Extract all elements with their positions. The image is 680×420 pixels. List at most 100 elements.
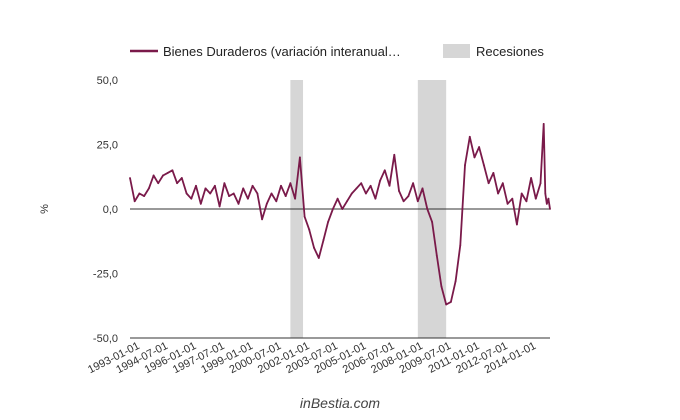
data-point <box>129 177 131 179</box>
data-point <box>407 195 410 198</box>
data-point <box>204 187 207 190</box>
data-point <box>138 192 141 195</box>
data-point <box>459 244 462 247</box>
data-point <box>143 195 146 198</box>
data-point <box>251 184 254 187</box>
data-point <box>313 246 315 249</box>
axes: 50,025,00,0-25,0-50,01993-01-011994-07-0… <box>86 75 550 376</box>
data-point <box>265 202 268 205</box>
legend-recession-swatch <box>443 44 470 58</box>
data-point <box>421 187 424 190</box>
data-point <box>473 156 476 159</box>
data-point <box>232 192 235 195</box>
data-point <box>195 184 197 187</box>
data-point <box>294 197 297 200</box>
data-point <box>542 122 545 125</box>
data-point <box>440 285 443 288</box>
data-point <box>369 184 372 187</box>
data-point <box>322 239 325 241</box>
data-point <box>327 221 330 223</box>
data-point <box>478 146 481 148</box>
data-point <box>364 192 367 195</box>
data-point <box>218 205 221 208</box>
data-point <box>242 187 245 190</box>
data-point <box>398 190 400 192</box>
data-point <box>346 200 348 203</box>
data-point <box>185 192 188 195</box>
data-point <box>209 192 212 195</box>
data-point <box>261 218 264 221</box>
data-point <box>133 200 136 203</box>
series-layer <box>129 122 551 306</box>
data-point <box>280 184 282 187</box>
data-point <box>482 164 485 167</box>
y-tick-label: -25,0 <box>93 269 118 281</box>
data-point <box>171 169 174 172</box>
data-point <box>435 254 438 257</box>
data-point <box>374 197 377 200</box>
data-point <box>516 223 518 226</box>
data-point <box>468 135 471 138</box>
data-point <box>388 184 391 187</box>
data-point <box>544 192 547 195</box>
data-point <box>525 200 528 203</box>
data-point <box>247 197 249 200</box>
data-point <box>416 200 419 203</box>
data-point <box>341 208 344 210</box>
y-tick-label: -50,0 <box>93 333 118 345</box>
data-point <box>520 192 523 195</box>
data-point <box>402 200 405 203</box>
data-point <box>497 192 499 195</box>
data-point <box>289 182 292 185</box>
data-point <box>228 195 230 198</box>
data-point <box>298 156 301 159</box>
data-point <box>152 174 155 177</box>
data-point <box>270 192 273 195</box>
data-point <box>360 182 363 185</box>
data-point <box>157 182 160 185</box>
data-point <box>454 280 457 283</box>
data-point <box>534 197 537 200</box>
data-point <box>350 192 353 195</box>
data-point <box>147 187 150 190</box>
data-point <box>547 197 550 200</box>
data-point <box>223 182 226 185</box>
y-axis-label: % <box>39 204 51 214</box>
data-point <box>180 177 183 179</box>
data-point <box>275 200 278 203</box>
data-point <box>331 208 334 210</box>
data-point <box>492 171 495 174</box>
legend-series-label: Bienes Duraderos (variación interanual… <box>163 44 401 59</box>
data-point <box>379 179 382 182</box>
data-point <box>501 182 504 185</box>
data-point <box>487 182 490 185</box>
data-point <box>317 257 320 259</box>
data-point <box>176 182 178 185</box>
y-tick-label: 50,0 <box>97 75 118 87</box>
data-point <box>545 202 548 205</box>
data-point <box>549 208 551 210</box>
data-point <box>303 215 306 218</box>
data-point <box>190 197 193 200</box>
data-point <box>506 202 509 205</box>
data-point <box>450 300 452 303</box>
y-tick-label: 25,0 <box>97 140 118 152</box>
y-tick-label: 0,0 <box>103 204 118 216</box>
data-point <box>530 177 533 179</box>
data-point <box>336 197 339 200</box>
data-point <box>464 164 466 167</box>
data-point <box>199 202 202 205</box>
data-point <box>237 202 240 205</box>
data-point <box>393 153 396 156</box>
data-point <box>511 197 514 200</box>
data-point <box>426 208 429 210</box>
legend-recession-label: Recesiones <box>476 44 544 59</box>
legend: Bienes Duraderos (variación interanual… … <box>130 44 544 59</box>
data-point <box>431 221 433 223</box>
data-point <box>162 174 164 177</box>
data-point <box>355 187 358 190</box>
data-point <box>256 192 259 195</box>
data-point <box>383 169 386 172</box>
data-point <box>284 195 287 198</box>
